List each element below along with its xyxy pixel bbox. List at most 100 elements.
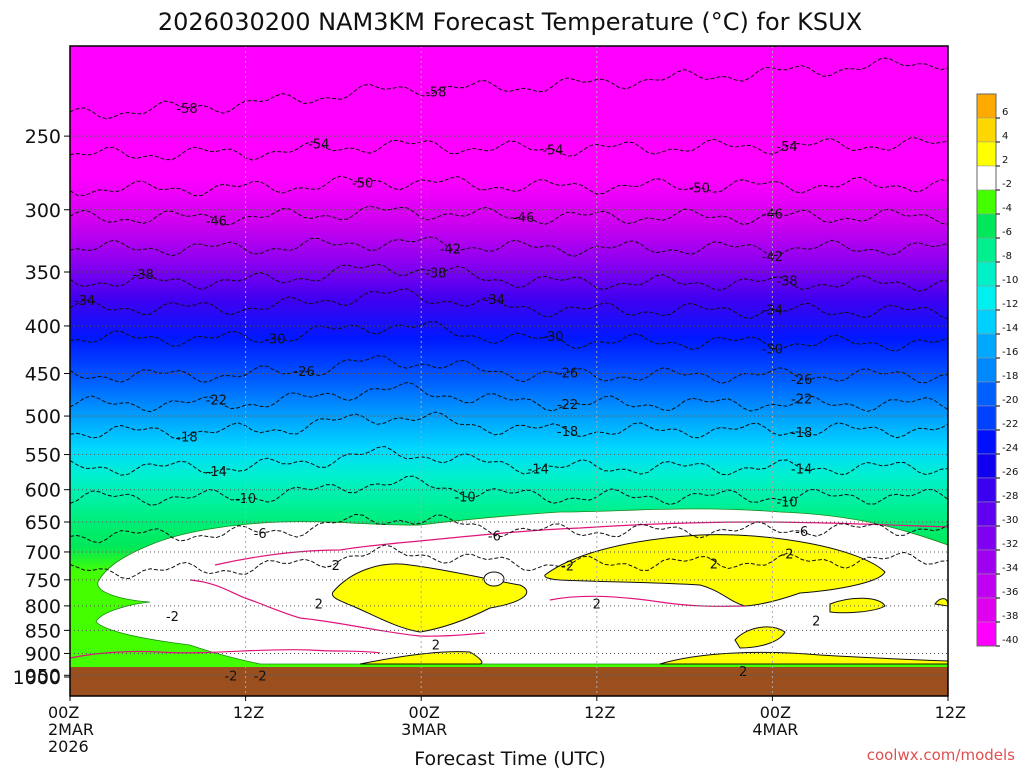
colorbar-label: -36 (1002, 587, 1018, 598)
colorbar-swatch (976, 165, 997, 191)
colorbar-swatch (976, 549, 997, 575)
x-tick-label: 00Z (760, 703, 791, 722)
contour-label: -46 (513, 211, 534, 226)
y-axis: 2503003504004505005506006507007508008509… (13, 126, 70, 689)
colorbar-label: -10 (1002, 275, 1018, 286)
colorbar-swatch (976, 141, 997, 167)
colorbar-label: 2 (1002, 155, 1008, 166)
contour-label: -46 (762, 207, 783, 222)
freezing-line-mid (189, 579, 486, 637)
colorbar-label: -20 (1002, 395, 1018, 406)
contour-line (70, 175, 948, 197)
contour-label: -2 (327, 559, 340, 574)
colorbar-label: -18 (1002, 371, 1018, 382)
contour-label: -18 (176, 430, 197, 445)
contour-label: -30 (264, 332, 285, 347)
y-tick-label: 950 (25, 665, 61, 687)
colorbar-label: -6 (1002, 227, 1012, 238)
contour-line (70, 205, 948, 226)
y-tick-label: 850 (25, 620, 61, 642)
x-axis-title: Forecast Time (UTC) (414, 748, 605, 768)
colorbar-swatch (976, 93, 997, 119)
contour-line (70, 320, 948, 352)
contour-label: -54 (776, 140, 797, 155)
x-tick-label: 4MAR (752, 720, 798, 739)
contour-label: -42 (440, 243, 461, 258)
contour-label: -22 (791, 393, 812, 408)
colorbar-label: 4 (1002, 131, 1008, 142)
y-tick-label: 300 (25, 200, 61, 222)
above-freezing-area-3 (829, 597, 886, 614)
colorbar-swatch (976, 333, 997, 359)
colorbar-swatch (976, 261, 997, 287)
contour-label: -10 (454, 491, 475, 506)
colorbar-label: 6 (1002, 107, 1008, 118)
contour-label: -14 (206, 465, 227, 480)
colorbar-label: -34 (1002, 563, 1018, 574)
colorbar-swatch (976, 357, 997, 383)
colorbar-swatch (976, 501, 997, 527)
colorbar-label: -14 (1002, 323, 1018, 334)
colorbar-label: -38 (1002, 611, 1018, 622)
contour-label: -34 (484, 293, 505, 308)
colorbar-label: -32 (1002, 539, 1018, 550)
contour-line (70, 137, 948, 161)
contour-label: -2 (166, 610, 179, 625)
contour-label: -14 (528, 463, 549, 478)
contour-label: -34 (74, 294, 95, 309)
contour-label: 2 (710, 557, 718, 572)
contour-line (70, 288, 948, 320)
y-tick-label: 350 (25, 262, 61, 284)
y-tick-label: 1000 (13, 667, 61, 689)
contour-label: -2 (224, 669, 237, 684)
contour-line (70, 355, 948, 384)
above-freezing-area-6 (659, 651, 948, 665)
y-tick-label: 550 (25, 445, 61, 467)
contour-label: -6 (488, 529, 501, 544)
contour-label: -54 (308, 138, 329, 153)
y-tick-label: 450 (25, 364, 61, 386)
contour-label: -10 (776, 495, 797, 510)
contour-label: -26 (294, 365, 315, 380)
contour-label: -30 (762, 342, 783, 357)
colorbar-swatch (976, 189, 997, 215)
y-tick-label: 700 (25, 542, 61, 564)
colorbar-swatch (976, 525, 997, 551)
y-tick-label: 800 (25, 596, 61, 618)
colorbar-label: -24 (1002, 443, 1018, 454)
colorbar-swatch (976, 213, 997, 239)
colorbar: 6 4 2 -2 -4 -6 -8 -10 -12 -14 -16 -18 -20 -22 -24 -26 -2… (976, 93, 1018, 647)
x-tick-label: 2026 (48, 737, 89, 756)
colorbar-frame (976, 93, 997, 647)
contour-label: -2 (254, 669, 267, 684)
y-tick-label: 750 (25, 570, 61, 592)
contour-label: -6 (795, 525, 808, 540)
colorbar-swatch (976, 381, 997, 407)
colorbar-swatch (976, 573, 997, 599)
colorbar-swatch (976, 429, 997, 455)
colorbar-swatch (976, 621, 997, 647)
y-tick-label: 650 (25, 512, 61, 534)
contour-label: -10 (235, 492, 256, 507)
contour-label: -38 (425, 266, 446, 281)
colorbar-label: -2 (1002, 179, 1012, 190)
above-freezing-area-1 (331, 563, 528, 633)
contour-label: -22 (557, 398, 578, 413)
colorbar-swatch (976, 597, 997, 623)
contour-label: 2 (812, 615, 820, 630)
contour-label: 2 (315, 597, 323, 612)
contour-line (70, 411, 948, 440)
colorbar-swatch (976, 453, 997, 479)
colorbar-label: -40 (1002, 635, 1018, 646)
contour-label: -14 (791, 463, 812, 478)
colorbar-label: -8 (1002, 251, 1012, 262)
y-tick-label: 900 (25, 643, 61, 665)
contour-label: -38 (776, 274, 797, 289)
contour-label: 2 (432, 638, 440, 653)
plot-frame (69, 45, 949, 697)
contour-line (70, 236, 948, 257)
y-tick-label: 400 (25, 316, 61, 338)
